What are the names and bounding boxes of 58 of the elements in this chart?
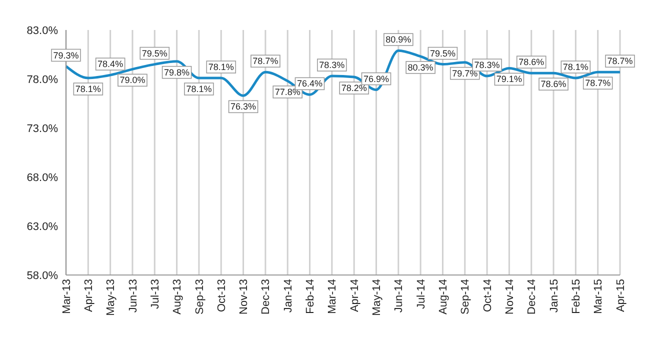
x-tick-label: May-13 [105, 279, 118, 316]
data-label: 78.6% [518, 57, 544, 68]
x-tick-label: Jul-13 [149, 279, 162, 309]
x-tick-label: Sep-14 [460, 279, 472, 314]
x-tick-label: Mar-15 [592, 279, 605, 314]
data-label: 78.4% [98, 59, 124, 70]
data-label: 79.5% [142, 48, 168, 58]
data-label: 78.7% [607, 56, 633, 66]
data-label: 78.1% [186, 84, 212, 94]
x-tick-label: Jul-14 [415, 279, 428, 309]
data-label: 79.5% [430, 48, 456, 58]
x-tick-label: Dec-13 [260, 279, 272, 314]
data-label: 78.2% [341, 83, 367, 94]
x-tick-label: Jun-13 [127, 279, 140, 313]
data-label: 78.3% [474, 60, 500, 70]
x-tick-label: Aug-13 [172, 279, 184, 314]
data-label: 76.3% [230, 102, 256, 112]
x-tick-label: Jan-15 [548, 279, 560, 313]
x-tick-label: Feb-15 [570, 279, 582, 314]
x-tick-label: Apr-14 [348, 279, 361, 312]
data-label: 78.7% [252, 56, 278, 66]
x-tick-label: Mar-14 [326, 279, 339, 314]
x-tick-label: Apr-13 [82, 279, 95, 312]
x-tick-label: Nov-14 [504, 279, 516, 314]
data-label: 79.7% [452, 68, 478, 78]
data-label: 78.7% [585, 78, 611, 88]
x-tick-label: Apr-15 [614, 279, 627, 312]
y-tick-label: 78.0% [26, 74, 58, 86]
data-label: 78.6% [540, 79, 566, 90]
data-label: 76.4% [296, 78, 323, 89]
y-tick-label: 58.0% [26, 270, 58, 282]
data-label: 78.1% [75, 84, 101, 94]
y-tick-label: 83.0% [26, 24, 58, 37]
data-label: 78.1% [208, 62, 234, 72]
x-tick-label: Aug-14 [438, 279, 450, 314]
data-label: 77.8% [274, 86, 300, 97]
x-tick-label: Dec-14 [526, 279, 538, 314]
x-tick-label: Feb-14 [304, 279, 317, 314]
y-tick-label: 73.0% [26, 122, 58, 135]
x-tick-label: Oct-14 [482, 279, 494, 312]
data-label: 76.9% [363, 74, 390, 84]
x-tick-label: Sep-13 [194, 279, 206, 314]
x-tick-label: Jun-14 [393, 279, 406, 313]
data-label: 79.8% [164, 67, 190, 78]
x-tick-label: Nov-13 [238, 279, 250, 314]
data-label: 79.0% [120, 75, 146, 86]
data-label: 78.3% [319, 60, 345, 70]
data-label: 80.9% [386, 34, 412, 45]
x-tick-label: Mar-13 [60, 279, 73, 314]
y-tick-label: 68.0% [26, 172, 58, 184]
data-label: 79.1% [496, 74, 522, 84]
x-tick-label: Jan-14 [282, 279, 294, 313]
x-tick-label: Oct-13 [216, 279, 228, 312]
data-label: 79.3% [53, 50, 79, 60]
data-label: 78.1% [562, 62, 588, 72]
x-tick-label: May-14 [371, 279, 384, 316]
data-label: 80.3% [408, 62, 434, 72]
y-tick-label: 63.0% [26, 220, 58, 233]
